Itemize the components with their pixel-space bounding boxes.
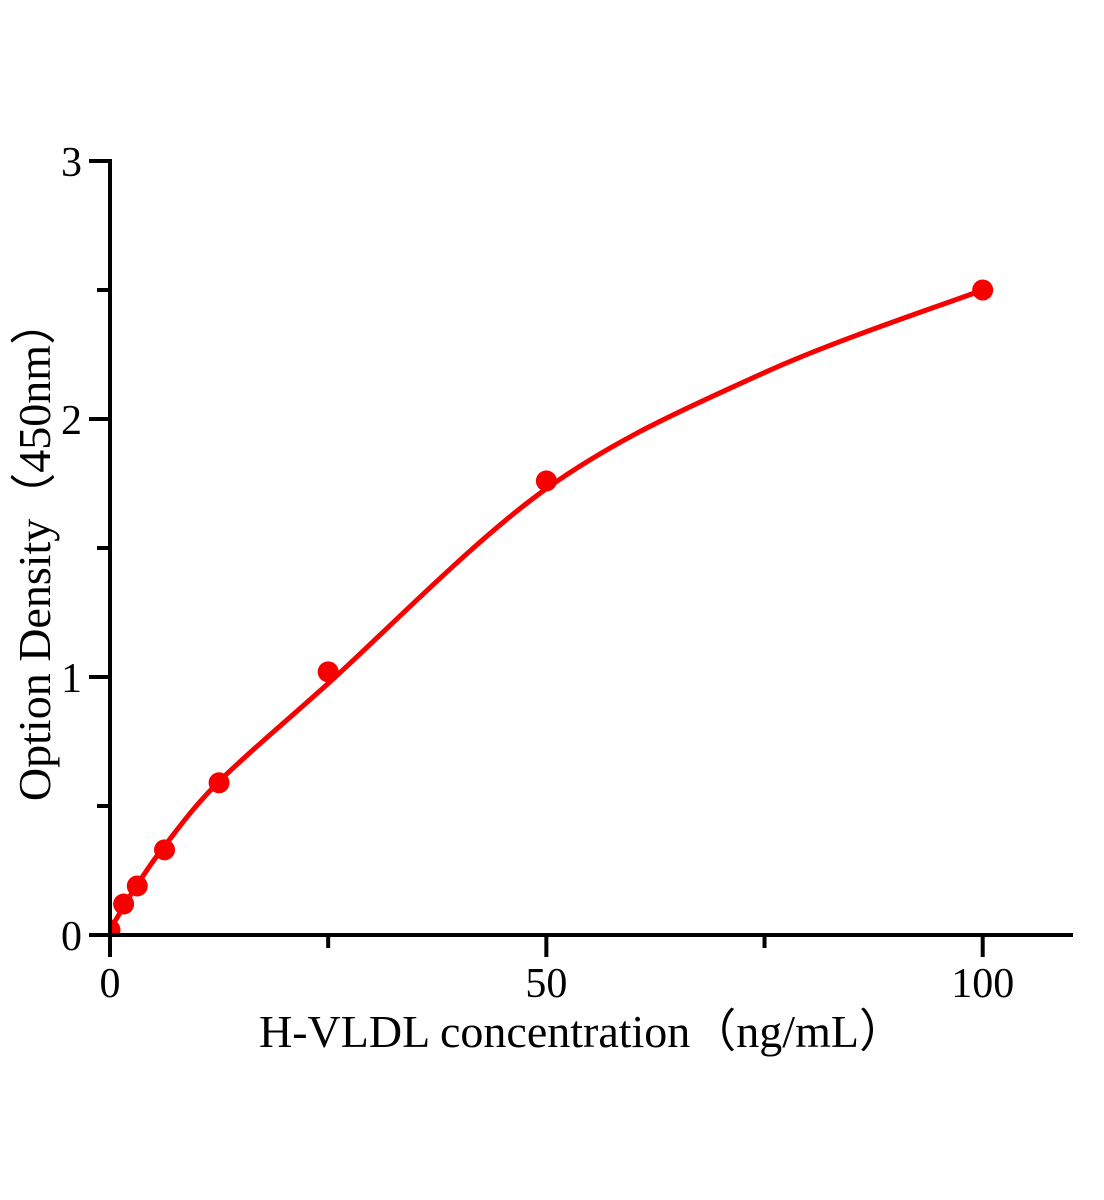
data-point	[126, 875, 148, 897]
data-point	[154, 839, 176, 861]
x-tick-label: 0	[100, 961, 121, 1007]
data-point	[535, 470, 557, 492]
y-tick-label: 0	[61, 914, 82, 960]
y-axis-title: Option Density（450nm）	[9, 299, 60, 801]
y-tick-label: 2	[61, 398, 82, 444]
data-point	[972, 279, 994, 301]
y-tick-label: 1	[61, 656, 82, 702]
x-tick-label: 100	[951, 961, 1014, 1007]
fit-curve	[110, 287, 986, 933]
data-point	[208, 772, 230, 794]
y-tick-label: 3	[61, 140, 82, 186]
data-point	[113, 893, 135, 915]
data-layer	[110, 279, 994, 937]
x-axis-title: H-VLDL concentration（ng/mL）	[259, 1006, 905, 1057]
x-tick-label: 50	[525, 961, 567, 1007]
axis-layer: 0 50 100 0 1 2 3	[61, 140, 1073, 1007]
data-point	[110, 919, 121, 937]
data-point	[317, 661, 339, 683]
